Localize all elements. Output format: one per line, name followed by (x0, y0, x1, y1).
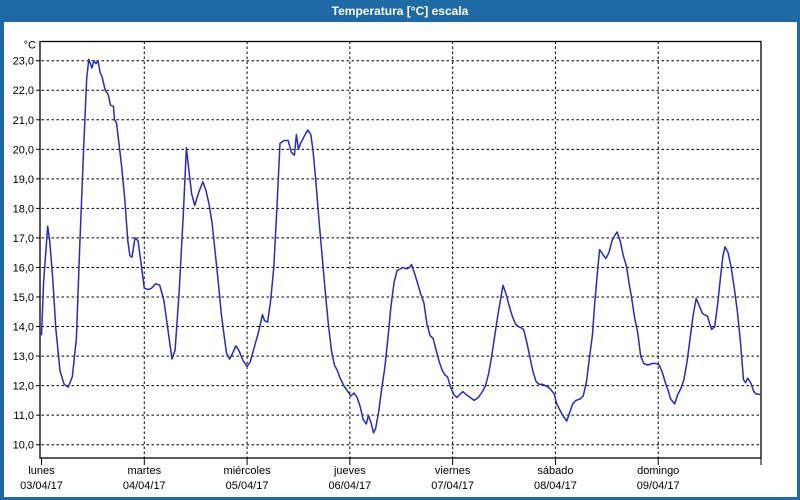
y-axis-tick-label: 21,0 (13, 115, 34, 127)
x-axis-labels: lunes 03/04/17 martes 04/04/17 miércoles 05/0… (20, 465, 680, 492)
y-axis-unit: °C (24, 40, 36, 52)
y-axis-tick-label: 18,0 (13, 203, 34, 215)
y-axis-tick-label: 23,0 (13, 56, 34, 68)
y-axis-tick-label: 14,0 (13, 322, 34, 334)
y-axis-tick-label: 10,0 (13, 440, 34, 452)
y-axis-tick-label: 15,0 (13, 292, 34, 304)
x-axis-date-label: 05/04/17 (226, 480, 269, 492)
y-axis-tick-label: 22,0 (13, 85, 34, 97)
y-axis-tick-label: 17,0 (13, 233, 34, 245)
x-axis-date-label: 08/04/17 (534, 480, 577, 492)
x-axis-weekday-label: lunes (28, 465, 55, 477)
y-axis-unit-label: °C (24, 40, 36, 52)
y-axis-tick-label: 13,0 (13, 351, 34, 363)
horizontal-gridlines (41, 60, 761, 446)
window-titlebar[interactable]: Temperatura [°C] escala (0, 0, 800, 22)
vertical-gridlines (143, 41, 659, 458)
temperature-line (40, 58, 761, 434)
window-title-text: Temperatura [°C] escala (331, 4, 469, 18)
x-axis-weekday-label: martes (127, 465, 161, 477)
y-axis-ticks (36, 60, 40, 446)
x-axis-weekday-label: viernes (435, 465, 471, 477)
x-axis-weekday-label: sábado (537, 465, 573, 477)
y-axis-tick-label: 20,0 (13, 144, 34, 156)
x-axis-ticks (41, 458, 762, 465)
x-axis-date-label: 03/04/17 (20, 480, 63, 492)
x-axis-date-label: 09/04/17 (637, 480, 680, 492)
x-axis-date-label: 07/04/17 (431, 480, 474, 492)
x-axis-weekday-label: domingo (637, 465, 679, 477)
chart-canvas (4, 22, 797, 497)
plot-border (39, 40, 762, 459)
x-axis-date-label: 04/04/17 (123, 480, 166, 492)
x-axis-weekday-label: miércoles (224, 465, 272, 477)
y-axis-tick-label: 11,0 (13, 410, 34, 422)
x-axis-date-label: 06/04/17 (328, 480, 371, 492)
y-axis-labels: 23,0 22,0 21,0 20,0 19,0 18,0 17,0 16,0 15,0 14,0… (13, 56, 34, 452)
y-axis-tick-label: 16,0 (13, 262, 34, 274)
y-axis-tick-label: 12,0 (13, 381, 34, 393)
x-axis-weekday-label: jueves (333, 465, 366, 477)
y-axis-tick-label: 19,0 (13, 174, 34, 186)
